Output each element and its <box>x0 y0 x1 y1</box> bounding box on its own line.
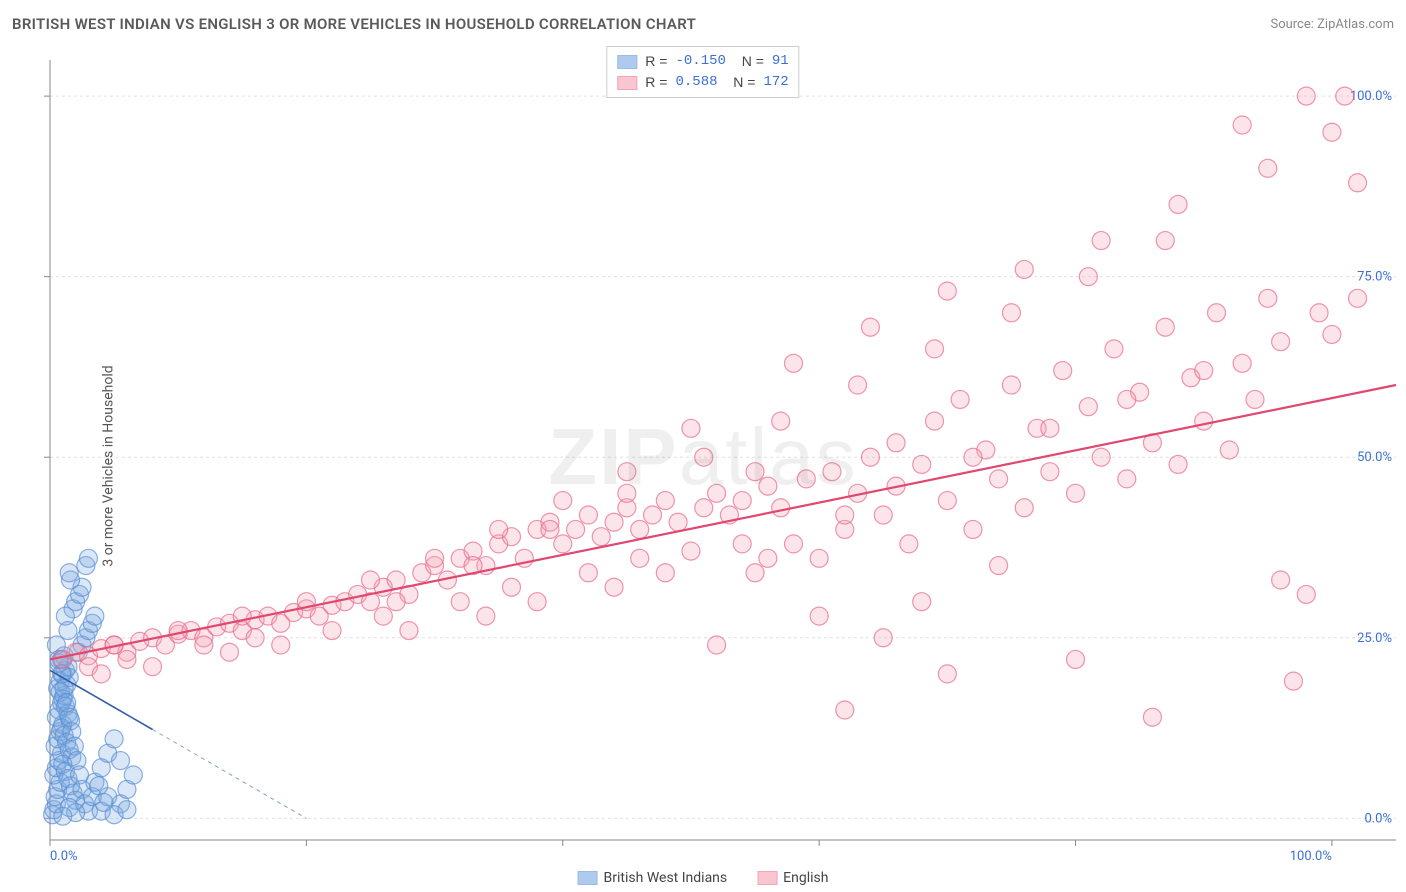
chart-title: BRITISH WEST INDIAN VS ENGLISH 3 OR MORE… <box>12 15 696 33</box>
svg-text:0.0%: 0.0% <box>50 849 78 864</box>
legend-item-bwi: British West Indians <box>578 870 728 886</box>
series-legend: British West Indians English <box>578 870 829 886</box>
svg-text:25.0%: 25.0% <box>1357 631 1392 646</box>
correlation-row-1: R = 0.588 N = 172 <box>617 72 788 93</box>
svg-text:75.0%: 75.0% <box>1357 270 1392 285</box>
chart-source: Source: ZipAtlas.com <box>1270 17 1394 32</box>
correlation-legend: R = -0.150 N = 91 R = 0.588 N = 172 <box>606 46 799 98</box>
svg-text:0.0%: 0.0% <box>1364 811 1392 826</box>
swatch-bwi <box>617 55 637 69</box>
swatch-english-bottom <box>757 871 777 885</box>
swatch-bwi-bottom <box>578 871 598 885</box>
chart-header: BRITISH WEST INDIAN VS ENGLISH 3 OR MORE… <box>0 0 1406 40</box>
svg-text:50.0%: 50.0% <box>1357 450 1392 465</box>
chart-area: 3 or more Vehicles in Household 0.0% 25.0… <box>0 40 1406 892</box>
swatch-english <box>617 76 637 90</box>
correlation-row-0: R = -0.150 N = 91 <box>617 51 788 72</box>
y-axis-label: 3 or more Vehicles in Household <box>101 365 117 566</box>
scatter-chart: 0.0% 25.0% 50.0% 75.0% 100.0% 0.0% 100.0% <box>0 40 1406 892</box>
svg-text:100.0%: 100.0% <box>1290 849 1332 864</box>
legend-item-english: English <box>757 870 828 886</box>
svg-text:100.0%: 100.0% <box>1350 89 1392 104</box>
